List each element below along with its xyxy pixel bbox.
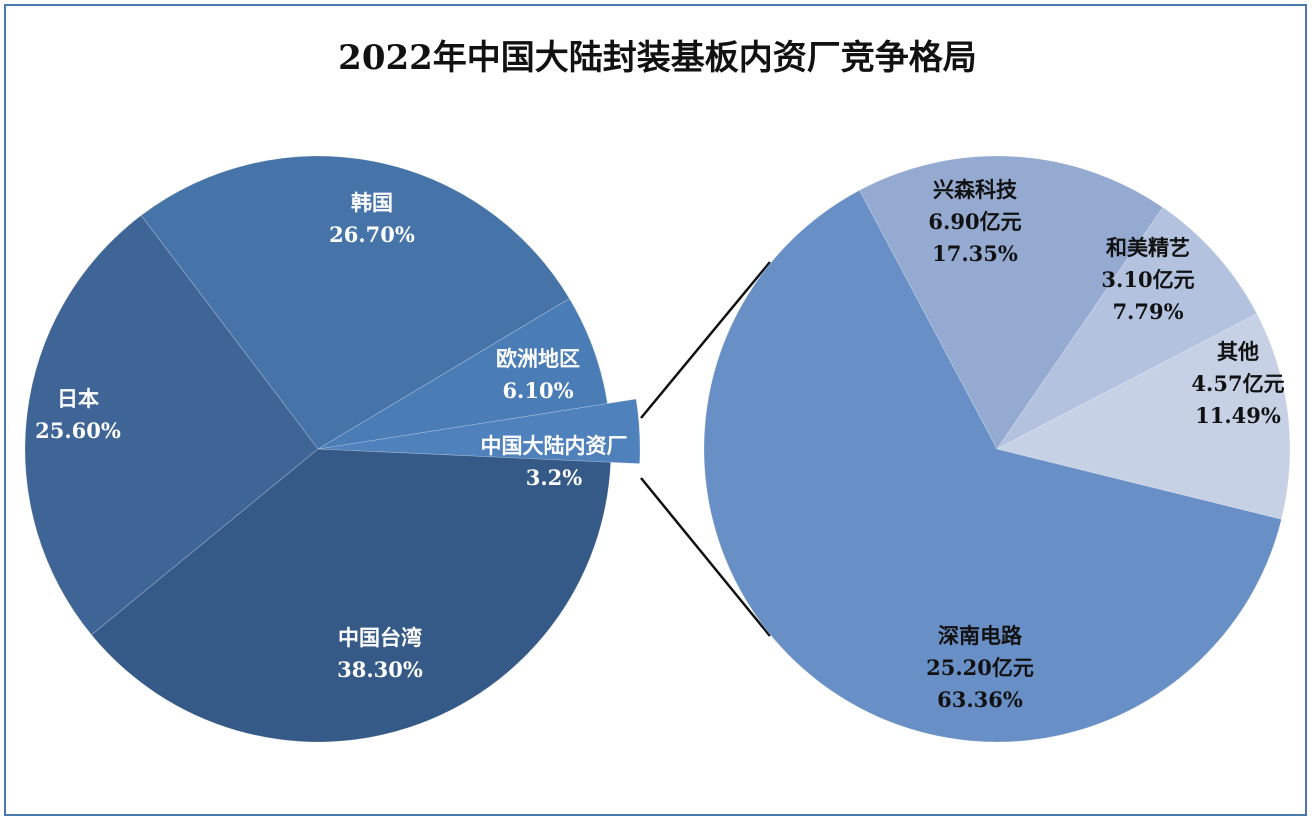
right-pie-slice-3 [703, 189, 1282, 743]
chart-title: 2022年中国大陆封装基板内资厂竞争格局 [338, 38, 977, 78]
right-label-2-amount_text: 4.57亿元 [1191, 371, 1284, 396]
right-pie-slice-2 [996, 313, 1291, 520]
left-label-2-value_text: 6.10% [502, 378, 573, 403]
right-label-2-value_text: 11.49% [1195, 403, 1281, 428]
left-label-2-label: 欧洲地区 [496, 346, 580, 371]
right-label-1-label: 和美精艺 [1106, 235, 1190, 260]
left-label-1-label: 韩国 [351, 190, 393, 215]
left-label-4-label: 中国台湾 [338, 625, 422, 650]
left-pie-slice-0 [24, 214, 319, 636]
left-pie-slice-4 [91, 448, 612, 743]
right-label-2-label: 其他 [1217, 339, 1259, 364]
right-label-3-label: 深南电路 [938, 623, 1023, 648]
left-pie-slice-1 [140, 155, 570, 450]
right-pie-slice-1 [996, 207, 1258, 450]
left-label-3-label: 中国大陆内资厂 [481, 433, 628, 458]
left-pie-slice-3 [317, 398, 641, 464]
connector-line-top [640, 261, 771, 419]
right-label-3-value_text: 63.36% [937, 687, 1023, 712]
left-label-1-value_text: 26.70% [329, 222, 415, 247]
right-label-3-amount_text: 25.20亿元 [926, 655, 1034, 680]
left-pie-slice-2 [317, 298, 608, 450]
right-label-0-value_text: 17.35% [932, 241, 1018, 266]
left-label-0-value_text: 25.60% [35, 418, 121, 443]
right-label-1-amount_text: 3.10亿元 [1101, 267, 1194, 292]
connector-line-bottom [640, 477, 771, 637]
left-label-3-value_text: 3.2% [526, 465, 583, 490]
left-label-4-value_text: 38.30% [337, 657, 423, 682]
left-label-0-label: 日本 [57, 386, 99, 411]
right-label-0-amount_text: 6.90亿元 [928, 209, 1021, 234]
right-label-1-value_text: 7.79% [1112, 299, 1183, 324]
right-pie-slice-0 [859, 155, 1164, 450]
right-label-0-label: 兴森科技 [933, 177, 1018, 202]
